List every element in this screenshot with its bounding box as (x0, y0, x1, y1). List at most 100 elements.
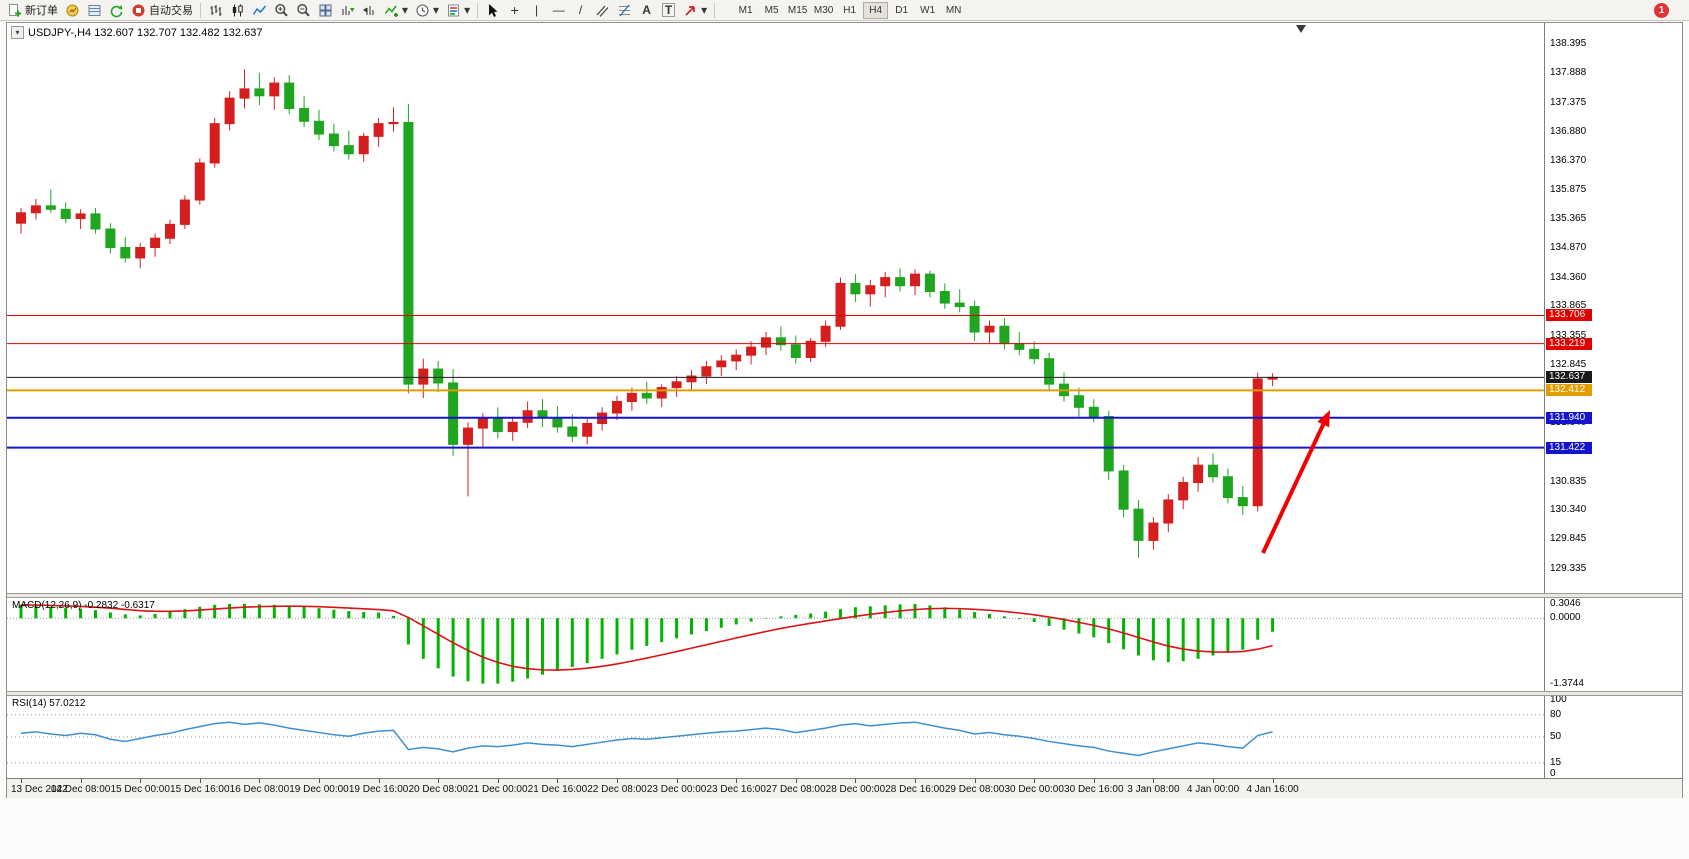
chart-menu-button[interactable]: ▾ (11, 26, 24, 39)
text-label-button[interactable]: T (658, 1, 679, 20)
time-axis-tick (974, 779, 976, 783)
time-axis-tick (915, 779, 916, 783)
fibonacci-button[interactable] (614, 1, 635, 20)
zoom-out-button[interactable] (293, 1, 314, 20)
vertical-line-button[interactable]: | (526, 1, 547, 20)
rsi-panel[interactable]: RSI(14) 57.0212 (7, 696, 1544, 778)
time-axis-tick (21, 779, 22, 783)
market-watch-button[interactable] (62, 1, 83, 20)
data-window-icon (87, 3, 102, 18)
line-chart-button[interactable] (249, 1, 270, 20)
cursor-button[interactable] (482, 1, 503, 20)
zoom-in-button[interactable] (271, 1, 292, 20)
time-axis-label: 19 Dec 00:00 (289, 784, 349, 795)
price-axis-label: 129.845 (1550, 532, 1587, 544)
bar-chart-button[interactable] (205, 1, 226, 20)
time-axis-tick (80, 779, 82, 783)
refresh-icon (109, 3, 124, 18)
timeframe-h4-button[interactable]: H4 (863, 1, 889, 19)
time-axis-tick (1034, 779, 1036, 783)
time-axis-tick (795, 779, 797, 783)
timeframe-mn-button[interactable]: MN (941, 2, 966, 19)
rsi-axis[interactable]: 100 80 50 15 0 (1544, 696, 1682, 778)
timeframe-m5-button[interactable]: M5 (759, 2, 784, 19)
price-axis-label: 136.370 (1550, 155, 1587, 167)
templates-button[interactable]: ▾ (443, 1, 473, 20)
chart-window: ▾ USDJPY-,H4 132.607 132.707 132.482 132… (6, 22, 1683, 798)
new-order-label: 新订单 (25, 5, 58, 17)
timeframe-d1-button[interactable]: D1 (889, 2, 914, 19)
timeframe-h1-button[interactable]: H1 (837, 2, 862, 19)
data-window-button[interactable] (84, 1, 105, 20)
timeframe-w1-button[interactable]: W1 (915, 2, 940, 19)
time-axis-label: 19 Dec 16:00 (348, 784, 409, 795)
time-axis-label: 15 Dec 16:00 (170, 784, 230, 795)
price-axis-label: 134.870 (1550, 242, 1587, 254)
macd-label: MACD(12,26,9) -0.2832 -0.6317 (12, 600, 155, 611)
arrows-tool-button[interactable]: ▾ (680, 1, 710, 20)
price-badge-support-1: 131.940 (1546, 411, 1592, 424)
trendline-button[interactable]: / (570, 1, 591, 20)
time-axis-label: 30 Dec 16:00 (1064, 784, 1124, 795)
trendline-icon: / (578, 3, 583, 17)
time-axis-label: 4 Jan 00:00 (1186, 784, 1240, 795)
rsi-axis-label: 50 (1550, 731, 1562, 742)
equidistant-channel-button[interactable] (592, 1, 613, 20)
dropdown-caret-icon: ▾ (464, 3, 471, 17)
macd-panel[interactable]: MACD(12,26,9) -0.2832 -0.6317 (7, 598, 1544, 691)
autotrading-icon (131, 3, 146, 18)
panel-splitter[interactable] (7, 691, 1682, 696)
horizontal-line-button[interactable]: ― (548, 1, 569, 20)
notification-badge[interactable]: 1 (1654, 2, 1669, 18)
autotrading-button[interactable]: 自动交易 (128, 1, 196, 20)
dropdown-caret-icon: ▾ (433, 3, 440, 17)
macd-axis-label: 0.3046 (1550, 598, 1581, 609)
time-axis[interactable]: 13 Dec 2022 14 Dec 08:00 15 Dec 00:00 15 De… (7, 778, 1682, 798)
chart-shift-icon (362, 3, 377, 18)
auto-scroll-button[interactable] (337, 1, 358, 20)
time-axis-tick (855, 779, 857, 783)
navigator-button[interactable] (106, 1, 127, 20)
horizontal-line-icon: ― (552, 3, 565, 17)
price-axis-label: 135.365 (1550, 213, 1587, 225)
panel-splitter[interactable] (7, 593, 1682, 598)
new-order-button[interactable]: 新订单 (4, 1, 61, 20)
price-axis-label: 130.340 (1550, 504, 1587, 516)
time-axis-label: 15 Dec 00:00 (110, 784, 170, 795)
dropdown-caret-icon: ▾ (402, 3, 409, 17)
time-axis-label: 23 Dec 00:00 (646, 784, 707, 795)
main-chart-plot[interactable]: ▾ USDJPY-,H4 132.607 132.707 132.482 132… (7, 23, 1544, 593)
time-axis-tick (378, 779, 380, 783)
price-axis-label: 135.875 (1550, 183, 1587, 195)
time-axis-tick (617, 779, 618, 783)
periods-button[interactable]: ▾ (412, 1, 442, 20)
time-axis-label: 21 Dec 00:00 (468, 784, 528, 795)
market-watch-icon (65, 3, 80, 18)
time-axis-label: 28 Dec 00:00 (825, 784, 886, 795)
crosshair-button[interactable]: + (504, 1, 525, 20)
candlestick-chart-button[interactable] (227, 1, 248, 20)
timeframe-m1-button[interactable]: M1 (733, 2, 758, 19)
price-axis-label: 134.360 (1550, 271, 1587, 283)
price-axis[interactable]: 138.395 137.888 137.375 136.880 136.370 135.8… (1544, 23, 1682, 593)
chart-shift-button[interactable] (359, 1, 380, 20)
crosshair-icon: + (510, 2, 519, 18)
toolbar-separator (714, 2, 716, 18)
rsi-axis-label: 100 (1550, 696, 1567, 705)
price-badge-support-2: 131.422 (1546, 441, 1592, 454)
text-tool-button[interactable]: A (636, 1, 657, 20)
timeframe-m30-button[interactable]: M30 (811, 2, 836, 19)
macd-axis[interactable]: 0.3046 0.0000 -1.3744 (1544, 598, 1682, 691)
timeframe-m15-button[interactable]: M15 (785, 2, 810, 19)
indicators-button[interactable]: ▾ (381, 1, 411, 20)
time-axis-tick (199, 779, 201, 783)
dropdown-caret-icon: ▾ (701, 3, 708, 17)
rsi-axis-label: 80 (1550, 708, 1562, 720)
time-axis-label: 13 Dec 2022 (11, 784, 68, 795)
price-badge-resistance-1: 133.706 (1546, 309, 1592, 322)
time-axis-tick (1272, 779, 1274, 783)
time-axis-label: 30 Dec 00:00 (1004, 784, 1064, 795)
price-axis-label: 137.375 (1550, 97, 1587, 109)
tile-windows-button[interactable] (315, 1, 336, 20)
time-axis-label: 28 Dec 16:00 (885, 784, 945, 795)
